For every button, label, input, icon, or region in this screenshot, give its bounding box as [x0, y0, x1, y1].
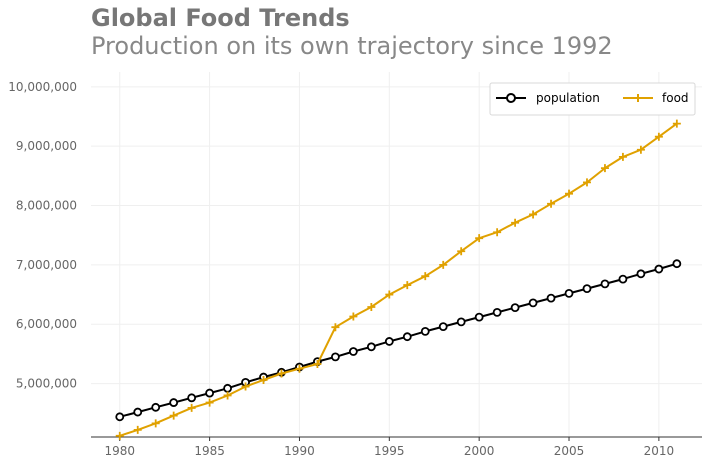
x-tick-label: 1980 [104, 444, 135, 458]
population-point [510, 303, 520, 313]
y-tick-label: 6,000,000 [16, 317, 77, 331]
legend-food-label: food [662, 91, 689, 105]
food-point [672, 119, 681, 128]
food-point [618, 152, 627, 161]
population-point [528, 298, 538, 308]
x-tick-label: 1995 [374, 444, 405, 458]
food-point [151, 419, 160, 428]
food-point [133, 425, 142, 434]
population-point [672, 259, 682, 269]
y-tick-label: 5,000,000 [16, 377, 77, 391]
population-point [600, 279, 610, 289]
food-point [385, 290, 394, 299]
food-point [511, 218, 520, 227]
food-point [187, 403, 196, 412]
population-point [420, 326, 430, 336]
x-tick-label: 2005 [554, 444, 585, 458]
population-point [438, 322, 448, 332]
food-point [367, 303, 376, 312]
legend-population-label: population [536, 91, 600, 105]
food-point [169, 411, 178, 420]
series-population [115, 259, 682, 422]
y-tick-label: 10,000,000 [8, 80, 77, 94]
population-point [115, 412, 125, 422]
food-point [439, 260, 448, 269]
food-point [277, 369, 286, 378]
population-point [223, 383, 232, 393]
population-point [474, 312, 484, 322]
population-point [187, 393, 197, 403]
food-point [565, 189, 574, 198]
chart-subtitle: Production on its own trajectory since 1… [91, 32, 613, 60]
population-point [348, 347, 358, 356]
population-point [151, 402, 161, 412]
food-point [223, 391, 232, 400]
food-point [403, 281, 412, 290]
series [115, 119, 682, 440]
population-point [402, 332, 412, 342]
food-point [493, 228, 502, 237]
population-point [133, 407, 143, 417]
legend: population food [489, 82, 696, 116]
population-point [546, 293, 556, 303]
population-point [366, 342, 376, 352]
chart-title: Global Food Trends [91, 4, 350, 32]
food-point [295, 364, 304, 373]
food-point [259, 376, 268, 385]
series-food [115, 119, 681, 440]
x-tick-label: 1990 [284, 444, 315, 458]
axes: 5,000,000 6,000,000 7,000,000 8,000,000 9,00… [8, 80, 702, 458]
population-point [618, 274, 628, 284]
food-point [421, 272, 430, 281]
food-point [582, 178, 591, 187]
population-point [582, 284, 592, 294]
food-point [529, 210, 538, 219]
y-tick-label: 8,000,000 [16, 199, 77, 213]
population-point [384, 337, 394, 346]
food-point [205, 398, 214, 407]
population-point [456, 317, 466, 327]
x-tick-label: 1985 [194, 444, 225, 458]
legend-food-marker [634, 94, 642, 102]
food-point [241, 382, 250, 391]
population-point [169, 398, 179, 407]
legend-box [489, 82, 696, 116]
food-point [349, 312, 358, 321]
food-point [600, 164, 609, 173]
population-point [330, 352, 340, 362]
x-tick-label: 2010 [644, 444, 675, 458]
grid [91, 72, 702, 437]
food-point [654, 132, 663, 141]
food-point [313, 360, 322, 368]
population-line [119, 262, 678, 418]
population-point [564, 288, 574, 298]
food-point [331, 323, 340, 332]
population-point [205, 388, 215, 398]
food-point [457, 247, 466, 256]
legend-population-marker [506, 93, 516, 103]
population-point [492, 307, 502, 317]
y-tick-label: 9,000,000 [16, 139, 77, 153]
y-tick-label: 7,000,000 [16, 258, 77, 272]
food-point [475, 234, 484, 243]
food-point [115, 431, 124, 440]
food-line [119, 122, 678, 437]
food-point [636, 145, 645, 154]
food-point [547, 199, 556, 208]
population-point [654, 264, 664, 274]
x-tick-label: 2000 [464, 444, 495, 458]
population-point [636, 269, 646, 279]
